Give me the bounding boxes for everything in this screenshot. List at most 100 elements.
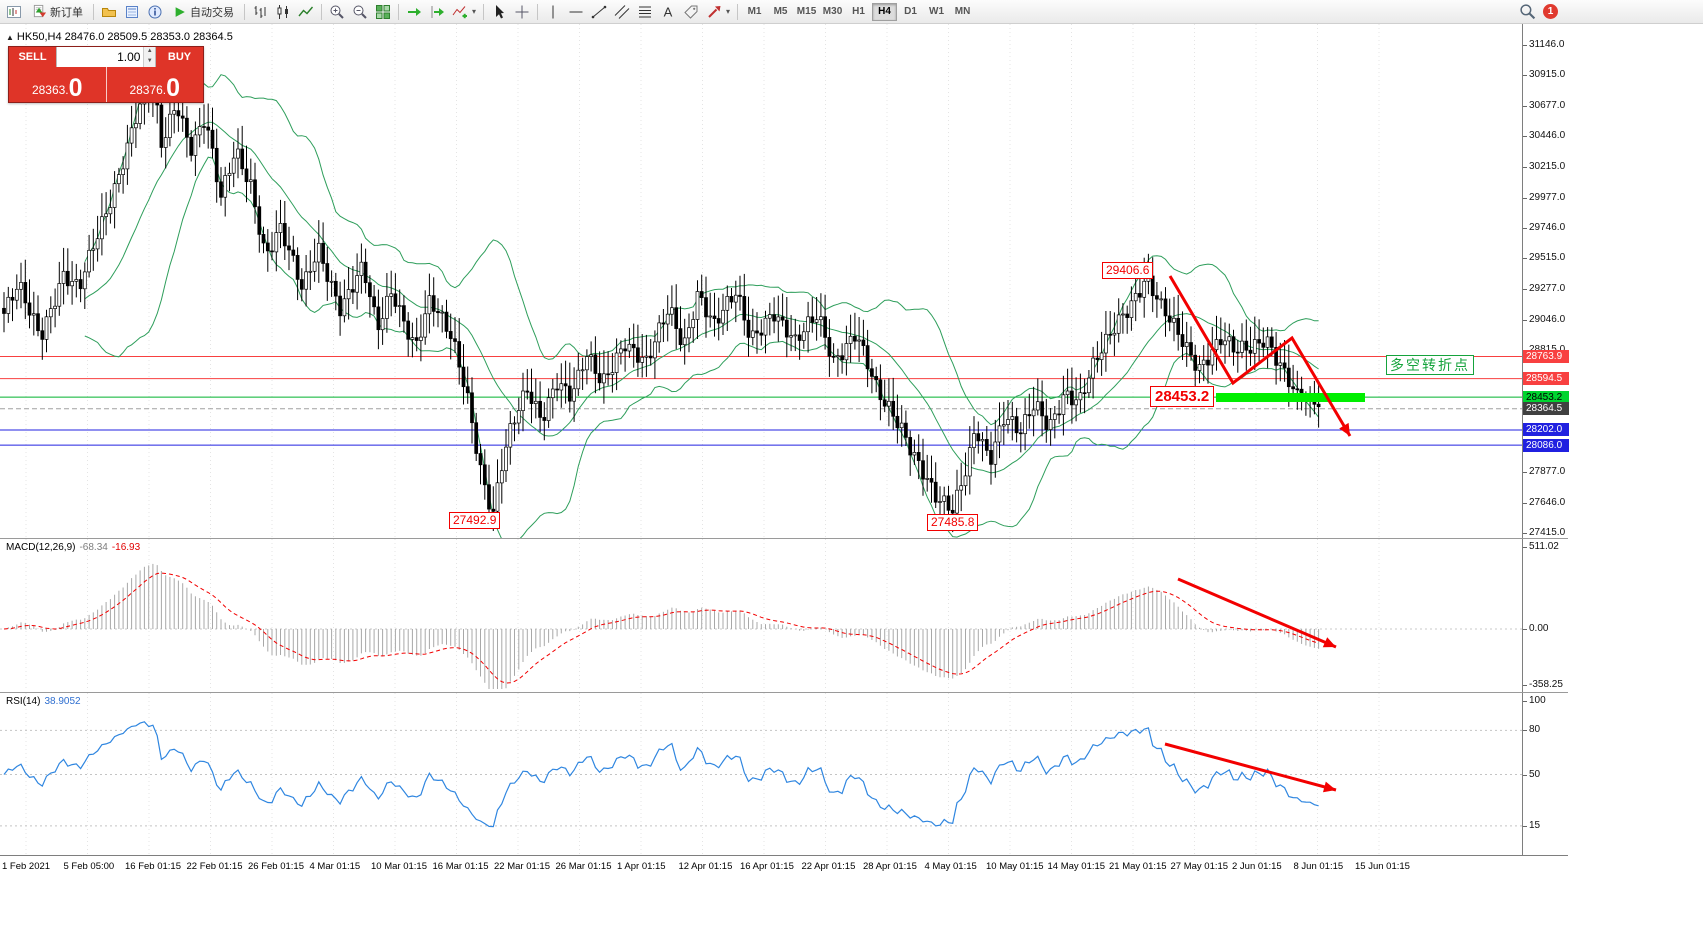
timeframe-m5-button[interactable]: M5 — [773, 6, 788, 17]
macd-panel: MACD(12,26,9) -68.34 -16.93 511.02 0.00 -358… — [0, 538, 1568, 692]
profiles-button[interactable] — [98, 2, 120, 22]
axis-tick: 100 — [1523, 695, 1568, 707]
macd-value: -68.34 — [79, 542, 108, 553]
one-click-trading-widget: SELL ▲ ▼ BUY 28363.0 28376.0 — [8, 46, 204, 103]
axis-tick: 29515.0 — [1523, 252, 1568, 264]
crosshair-tool-button[interactable] — [511, 2, 533, 22]
time-axis-label: 22 Apr 01:15 — [801, 861, 856, 872]
timeframe-m15-button[interactable]: M15 — [796, 6, 817, 17]
toolbar-separator — [483, 3, 485, 20]
sell-button[interactable]: SELL — [9, 47, 56, 67]
new-order-button[interactable]: 新订单 — [26, 2, 89, 22]
volume-input[interactable] — [57, 47, 144, 67]
axis-tick: 29277.0 — [1523, 283, 1568, 295]
zoom-out-button[interactable] — [349, 2, 371, 22]
horizontal-line-tool-button[interactable] — [565, 2, 587, 22]
time-axis-label: 22 Feb 01:15 — [186, 861, 243, 872]
time-axis[interactable]: 1 Feb 2021 5 Feb 05:00 16 Feb 01:15 22 Feb … — [0, 855, 1568, 876]
toolbar-separator — [244, 3, 245, 20]
indicators-button[interactable]: ▾ — [449, 2, 479, 22]
price-scale[interactable]: 31146.0 30915.0 30677.0 30446.0 30215.0 29977… — [1522, 24, 1569, 538]
rsi-value: 38.9052 — [44, 696, 81, 707]
macd-plot[interactable] — [0, 539, 1522, 691]
search-icon[interactable] — [1519, 3, 1536, 20]
collapse-arrow-icon[interactable]: ▲ — [6, 33, 14, 42]
macd-label: MACD(12,26,9) -68.34 -16.93 — [6, 542, 140, 553]
fibonacci-icon — [639, 6, 652, 17]
axis-tick: 30446.0 — [1523, 130, 1568, 142]
volume-up-button[interactable]: ▲ — [144, 47, 155, 57]
volume-down-button[interactable]: ▼ — [144, 57, 155, 67]
symbol-ohlc-info: ▲ HK50,H4 28476.0 28509.5 28353.0 28364.5 — [6, 31, 233, 43]
candlestick-chart-type-button[interactable] — [272, 2, 294, 22]
vertical-line-tool-button[interactable] — [542, 2, 564, 22]
auto-trading-button[interactable]: 自动交易 — [167, 2, 240, 22]
trendline-tool-button[interactable] — [588, 2, 610, 22]
fibonacci-tool-button[interactable] — [634, 2, 656, 22]
time-axis-label: 26 Feb 01:15 — [248, 861, 304, 872]
text-tool-button[interactable]: A — [657, 2, 679, 22]
line-chart-type-button[interactable] — [295, 2, 317, 22]
vertical-line-icon — [552, 5, 554, 18]
timeframe-d1-button[interactable]: D1 — [904, 6, 917, 17]
macd-scale[interactable]: 511.02 0.00 -358.25 — [1522, 539, 1568, 692]
auto-trading-play-icon — [175, 6, 185, 17]
new-chart-button[interactable] — [3, 2, 25, 22]
trendline-icon — [591, 5, 607, 18]
channel-tool-button[interactable] — [611, 2, 633, 22]
timeframe-h1-button[interactable]: H1 — [852, 6, 865, 17]
new-order-icon — [33, 4, 47, 18]
buy-price-big: 0 — [166, 74, 181, 102]
buy-button[interactable]: BUY — [156, 47, 203, 67]
time-axis-label: 21 May 01:15 — [1109, 861, 1167, 872]
timeframe-m1-button[interactable]: M1 — [747, 6, 762, 17]
tile-windows-button[interactable] — [372, 2, 394, 22]
chart-shift-icon — [431, 5, 444, 18]
axis-tick: 29977.0 — [1523, 192, 1568, 204]
auto-scroll-button[interactable] — [403, 2, 425, 22]
time-axis-label: 15 Jun 01:15 — [1355, 861, 1410, 872]
axis-tick: 31146.0 — [1523, 39, 1568, 51]
toolbar-separator — [537, 3, 539, 20]
time-axis-label: 16 Apr 01:15 — [740, 861, 794, 872]
symbol-ohlc-text: HK50,H4 28476.0 28509.5 28353.0 28364.5 — [16, 31, 233, 43]
time-axis-label: 10 Mar 01:15 — [371, 861, 427, 872]
axis-tick: -358.25 — [1523, 679, 1568, 691]
axis-tick: 80 — [1523, 724, 1568, 736]
bar-chart-type-button[interactable] — [249, 2, 271, 22]
price-badge: 28763.9 — [1523, 349, 1569, 363]
rsi-label: RSI(14) 38.9052 — [6, 696, 81, 707]
zoom-out-icon — [353, 5, 367, 19]
text-label-tool-button[interactable] — [680, 2, 702, 22]
volume-box: ▲ ▼ — [56, 47, 156, 67]
profiles-folder-icon — [102, 7, 116, 17]
axis-tick: 27646.0 — [1523, 497, 1568, 509]
rsi-plot[interactable] — [0, 693, 1522, 854]
auto-trading-label: 自动交易 — [190, 6, 234, 19]
zoom-in-button[interactable] — [326, 2, 348, 22]
cursor-tool-button[interactable] — [488, 2, 510, 22]
time-axis-label: 26 Mar 01:15 — [555, 861, 612, 872]
time-axis-label: 8 Jun 01:15 — [1293, 861, 1344, 872]
arrows-tool-button[interactable]: ▾ — [703, 2, 733, 22]
candlestick-chart[interactable] — [0, 24, 1522, 538]
market-watch-button[interactable] — [121, 2, 143, 22]
toolbar-separator — [93, 3, 94, 20]
time-axis-label: 5 Feb 05:00 — [63, 861, 115, 872]
timeframe-h4-button[interactable]: H4 — [872, 2, 898, 21]
axis-tick: 30215.0 — [1523, 161, 1568, 173]
horizontal-line-icon — [569, 11, 583, 12]
notification-badge[interactable]: 1 — [1543, 4, 1558, 19]
buy-price[interactable]: 28376. 0 — [106, 67, 203, 102]
timeframe-mn-button[interactable]: MN — [954, 6, 971, 17]
timeframe-w1-button[interactable]: W1 — [929, 6, 945, 17]
time-axis-label: 16 Mar 01:15 — [432, 861, 489, 872]
rsi-scale[interactable]: 100 80 50 15 — [1522, 693, 1568, 855]
data-window-button[interactable] — [144, 2, 166, 22]
time-axis-label: 10 May 01:15 — [986, 861, 1044, 872]
timeframe-m30-button[interactable]: M30 — [822, 6, 843, 17]
new-order-label: 新订单 — [50, 6, 83, 19]
chart-shift-button[interactable] — [426, 2, 448, 22]
sell-price[interactable]: 28363. 0 — [9, 67, 107, 102]
price-badge: 28086.0 — [1523, 438, 1569, 452]
